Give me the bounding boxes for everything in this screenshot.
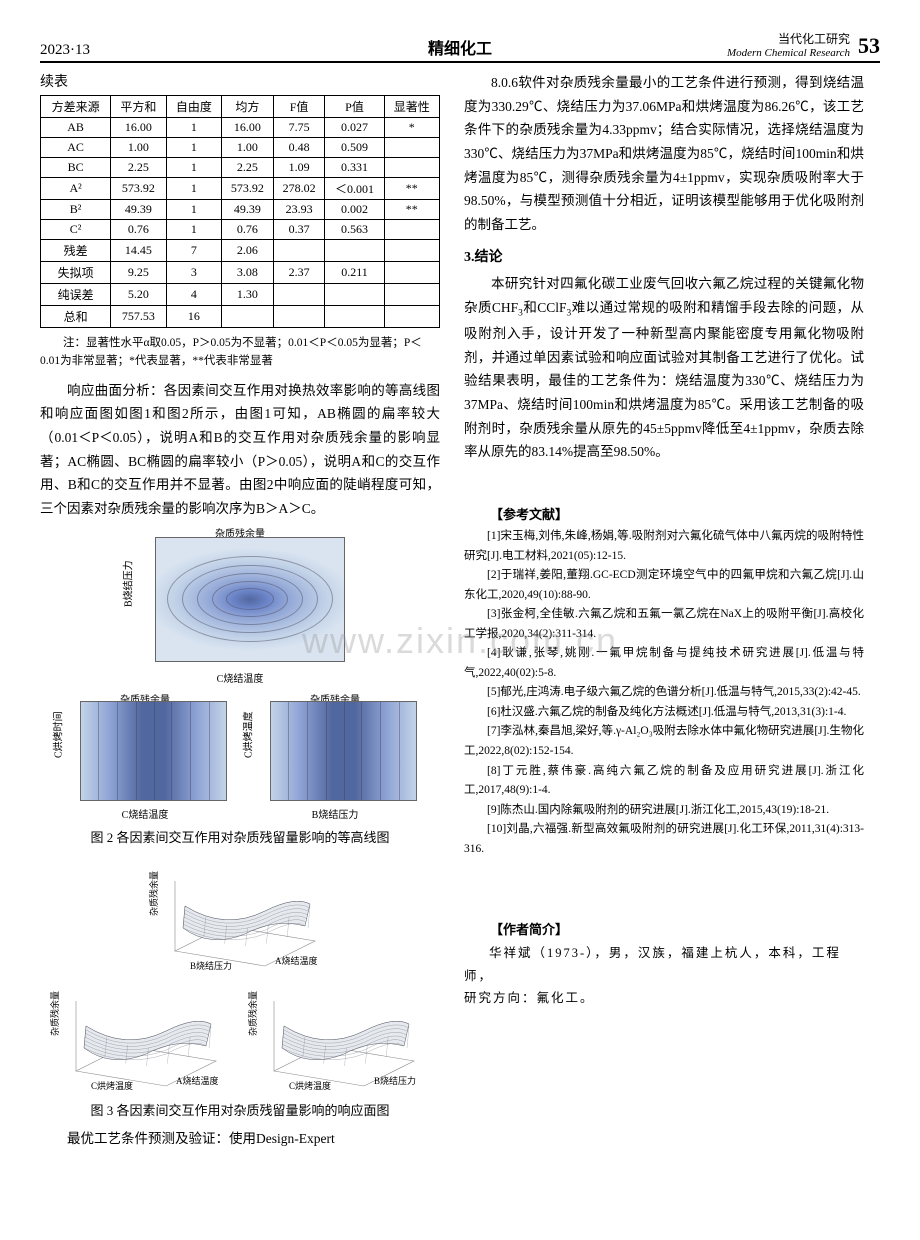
author-body-2: 研究方向：氟化工。 — [464, 987, 864, 1010]
left-tail: 最优工艺条件预测及验证：使用Design-Expert — [40, 1127, 440, 1151]
surface-plot-1: 杂质残余量 A烧结温度 B烧结压力 — [145, 856, 335, 976]
svg-text:C烘烤温度: C烘烤温度 — [289, 1080, 331, 1091]
table-header: 自由度 — [166, 96, 221, 118]
contour-plot-ab: 杂质残余量 B烧结压力 C烧结温度 — [125, 527, 355, 687]
reference-item: [4]耿谦,张琴,姚刚.一氟甲烷制备与提纯技术研究进展[J].低温与特气,202… — [464, 644, 864, 683]
two-column-layout: 续表 方差来源平方和自由度均方F值P值显著性 AB16.00116.007.75… — [40, 71, 880, 1150]
surface-plot-3: 杂质残余量 B烧结压力 C烘烤温度 — [244, 976, 434, 1096]
issue-label: 2023·13 — [40, 42, 320, 59]
journal-top-cn: 当代化工研究 — [727, 30, 850, 47]
svg-text:A烧结温度: A烧结温度 — [275, 955, 318, 966]
reference-item: [1]宋玉梅,刘伟,朱峰,杨娟,等.吸附剂对六氟化硫气体中八氟丙烷的吸附特性研究… — [464, 527, 864, 566]
reference-item: [6]杜汉盛.六氟乙烷的制备及纯化方法概述[J].低温与特气,2013,31(3… — [464, 703, 864, 723]
svg-text:杂质残余量: 杂质残余量 — [49, 991, 60, 1036]
reference-item: [5]郁光,庄鸿涛.电子级六氟乙烷的色谱分析[J].低温与特气,2015,33(… — [464, 683, 864, 703]
reference-item: [3]张金柯,全佳敏.六氟乙烷和五氟一氯乙烷在NaX上的吸附平衡[J].高校化工… — [464, 605, 864, 644]
svg-text:B烧结压力: B烧结压力 — [190, 960, 232, 971]
svg-text:B烧结压力: B烧结压力 — [374, 1075, 416, 1086]
svg-text:C烘烤温度: C烘烤温度 — [91, 1080, 133, 1091]
fig3-caption: 图 3 各因素间交互作用对杂质残留量影响的响应面图 — [40, 1100, 440, 1119]
right-column: 8.0.6软件对杂质残余量最小的工艺条件进行预测，得到烧结温度为330.29℃、… — [464, 71, 864, 1150]
table-row: 残差14.4572.06 — [41, 240, 440, 262]
continued-label: 续表 — [40, 71, 440, 91]
table-header: 均方 — [222, 96, 274, 118]
journal-center: 精细化工 — [320, 35, 600, 59]
right-para-2: 本研究针对四氟化碳工业废气回收六氟乙烷过程的关键氟化物杂质CHF3和CClF3难… — [464, 272, 864, 464]
table-header: 方差来源 — [41, 96, 111, 118]
contour-plot-ac: 杂质残余量 C烘烤时间 C烧结温度 — [55, 693, 235, 823]
reference-item: [7]李泓林,秦昌旭,梁好,等.γ-Al₂O₃吸附去除水体中氟化物研究进展[J]… — [464, 722, 864, 761]
anova-table: 方差来源平方和自由度均方F值P值显著性 AB16.00116.007.750.0… — [40, 95, 440, 328]
table-header: F值 — [273, 96, 325, 118]
surface-plot-2: 杂质残余量 A烧结温度 C烘烤温度 — [46, 976, 236, 1096]
fig2-caption: 图 2 各因素间交互作用对杂质残留量影响的等高线图 — [40, 827, 440, 846]
table-note: 注：显著性水平α取0.05，P＞0.05为不显著；0.01＜P＜0.05为显著；… — [40, 334, 440, 371]
page-number: 53 — [858, 33, 880, 59]
figure-3: 杂质残余量 A烧结温度 B烧结压力 杂质残余量 A烧结温度 C烘烤温度 杂质残余量 B烧结… — [40, 856, 440, 1119]
reference-item: [10]刘晶,六福强.新型高效氟吸附剂的研究进展[J].化工环保,2011,31… — [464, 820, 864, 859]
table-row: 总和757.5316 — [41, 306, 440, 328]
reference-item: [8]丁元胜,蔡伟豪.高纯六氟乙烷的制备及应用研究进展[J].浙江化工,2017… — [464, 762, 864, 801]
table-row: AB16.00116.007.750.027* — [41, 118, 440, 138]
section-3-title: 3.结论 — [464, 246, 864, 266]
journal-right: 当代化工研究 Modern Chemical Research 53 — [600, 30, 880, 59]
table-header: 平方和 — [111, 96, 166, 118]
page-header: 2023·13 精细化工 当代化工研究 Modern Chemical Rese… — [40, 30, 880, 63]
references-head: 【参考文献】 — [464, 504, 864, 523]
left-column: 续表 方差来源平方和自由度均方F值P值显著性 AB16.00116.007.75… — [40, 71, 440, 1150]
table-row: A²573.921573.92278.02＜0.001** — [41, 178, 440, 200]
contour-plot-bc: 杂质残余量 C烘烤温度 B烧结压力 — [245, 693, 425, 823]
table-row: 纯误差5.2041.30 — [41, 284, 440, 306]
right-para-1: 8.0.6软件对杂质残余量最小的工艺条件进行预测，得到烧结温度为330.29℃、… — [464, 71, 864, 236]
svg-text:杂质残余量: 杂质残余量 — [247, 991, 258, 1036]
table-row: AC1.0011.000.480.509 — [41, 138, 440, 158]
table-row: 失拟项9.2533.082.370.211 — [41, 262, 440, 284]
journal-en: Modern Chemical Research — [727, 47, 850, 59]
references-list: [1]宋玉梅,刘伟,朱峰,杨娟,等.吸附剂对六氟化硫气体中八氟丙烷的吸附特性研究… — [464, 527, 864, 859]
svg-text:A烧结温度: A烧结温度 — [176, 1075, 219, 1086]
table-row: BC2.2512.251.090.331 — [41, 158, 440, 178]
table-row: C²0.7610.760.370.563 — [41, 220, 440, 240]
left-para-1: 响应曲面分析：各因素间交互作用对换热效率影响的等高线图和响应面图如图1和图2所示… — [40, 379, 440, 521]
table-header: 显著性 — [384, 96, 439, 118]
table-header: P值 — [325, 96, 384, 118]
author-body-1: 华祥斌（1973-），男，汉族，福建上杭人，本科，工程师， — [464, 942, 864, 987]
figure-2: 杂质残余量 B烧结压力 C烧结温度 杂质残余量 C烘烤时间 C烧结温度 杂质残余… — [40, 527, 440, 846]
author-head: 【作者简介】 — [464, 919, 864, 938]
reference-item: [2]于瑞祥,姜阳,董翔.GC-ECD测定环境空气中的四氟甲烷和六氟乙烷[J].… — [464, 566, 864, 605]
table-row: B²49.39149.3923.930.002** — [41, 200, 440, 220]
reference-item: [9]陈杰山.国内除氟吸附剂的研究进展[J].浙江化工,2015,43(19):… — [464, 801, 864, 821]
svg-text:杂质残余量: 杂质残余量 — [148, 871, 159, 916]
